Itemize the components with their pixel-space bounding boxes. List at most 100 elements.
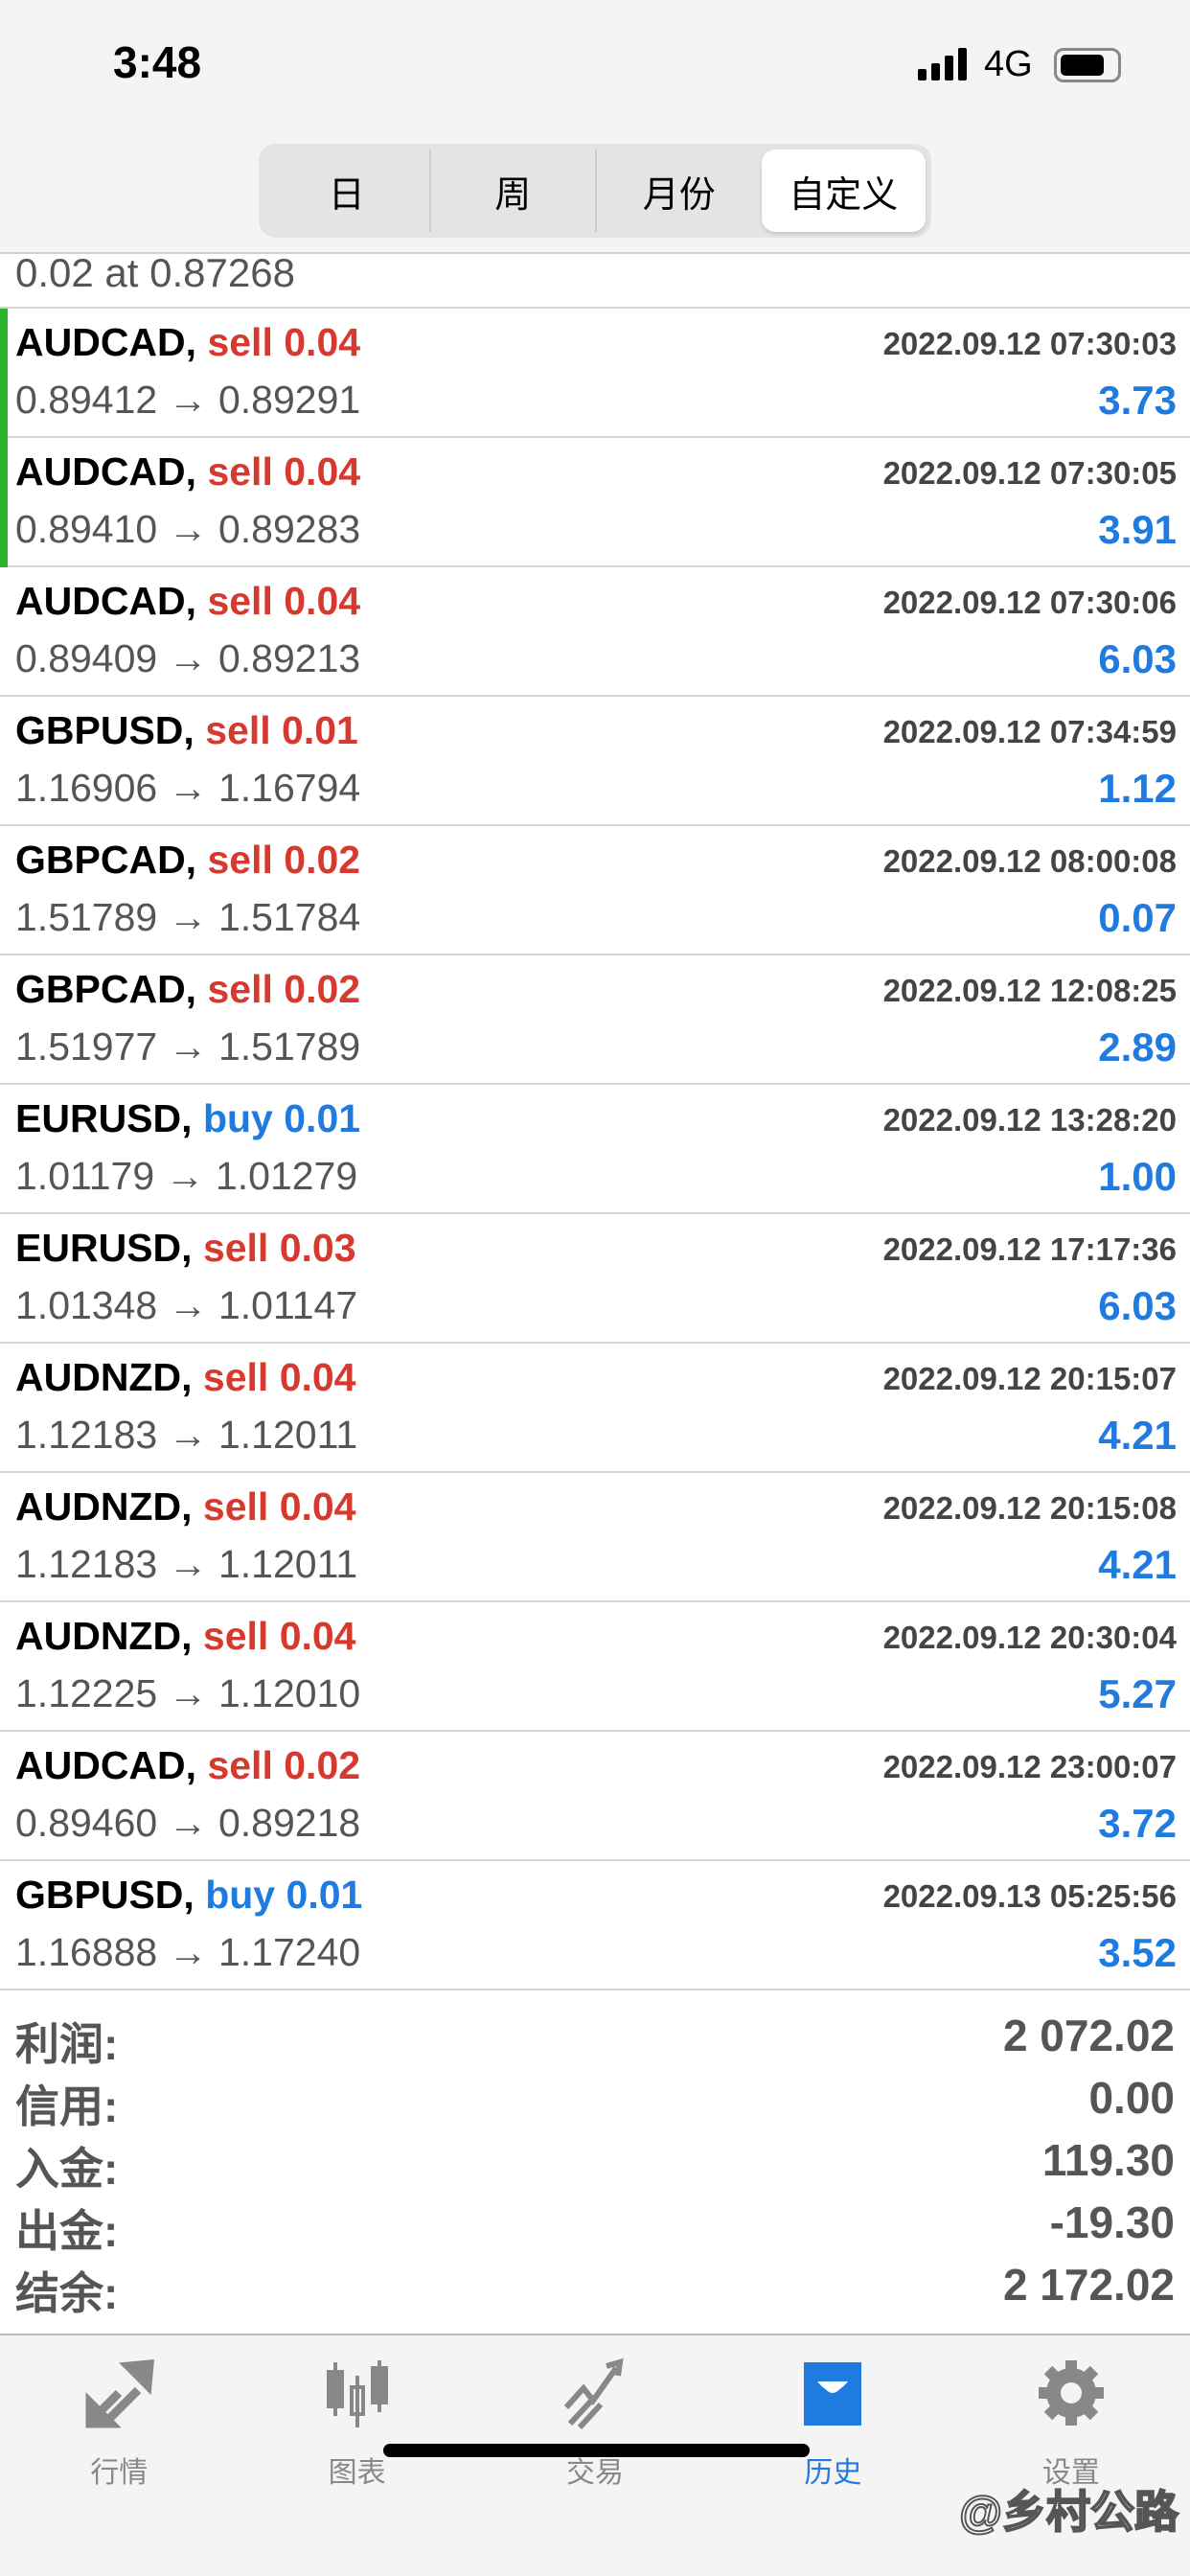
tab-label: 图表 — [328, 2457, 386, 2489]
deal-prices: 0.89409 → 0.89213 — [15, 636, 361, 680]
segment-week[interactable]: 周 — [431, 150, 597, 232]
deal-profit: 3.91 — [1098, 507, 1177, 552]
segment-custom[interactable]: 自定义 — [761, 150, 926, 232]
summary-row: 出金: -19.30 — [15, 2196, 1175, 2259]
summary-value: 0.00 — [1088, 2073, 1175, 2123]
deal-row[interactable]: AUDCAD, sell 0.02 2022.09.12 23:00:07 0.… — [0, 1732, 1190, 1861]
summary-row: 信用: 0.00 — [15, 2072, 1175, 2134]
trade-chart-icon — [563, 2358, 624, 2430]
summary-value: -19.30 — [1049, 2197, 1175, 2247]
deal-side: buy — [202, 1096, 273, 1140]
tab-inbox[interactable]: 历史 — [714, 2335, 951, 2576]
deal-volume: 0.04 — [284, 449, 361, 494]
deal-time: 2022.09.12 17:17:36 — [882, 1231, 1177, 1267]
partial-row: 0.02 at 0.87268 — [0, 253, 1190, 309]
tab-label: 历史 — [804, 2457, 862, 2489]
deal-symbol: GBPCAD, — [15, 838, 197, 882]
deal-row[interactable]: AUDNZD, sell 0.04 2022.09.12 20:15:08 1.… — [0, 1473, 1190, 1602]
deal-profit: 2.89 — [1098, 1024, 1177, 1070]
deal-time: 2022.09.12 23:00:07 — [882, 1749, 1177, 1784]
deal-time: 2022.09.12 07:30:05 — [882, 455, 1177, 491]
deal-prices: 0.89410 → 0.89283 — [15, 507, 361, 551]
tab-trade-chart[interactable]: 交易 — [476, 2335, 714, 2576]
deal-volume: 0.03 — [279, 1226, 356, 1270]
deal-volume: 0.02 — [284, 967, 361, 1011]
deal-time: 2022.09.12 20:30:04 — [882, 1620, 1177, 1655]
deal-title: GBPCAD, sell 0.02 — [15, 967, 360, 1012]
deal-row[interactable]: GBPCAD, sell 0.02 2022.09.12 12:08:25 1.… — [0, 955, 1190, 1085]
deal-prices: 1.16906 → 1.16794 — [15, 766, 361, 810]
deal-title: AUDNZD, sell 0.04 — [15, 1355, 356, 1400]
deal-volume: 0.01 — [286, 1873, 363, 1917]
summary-value: 119.30 — [1041, 2135, 1175, 2185]
deal-profit: 4.21 — [1098, 1542, 1177, 1587]
deal-side: buy — [205, 1873, 276, 1917]
deal-row[interactable]: GBPUSD, buy 0.01 2022.09.13 05:25:56 1.1… — [0, 1861, 1190, 1990]
deal-row[interactable]: GBPCAD, sell 0.02 2022.09.12 08:00:08 1.… — [0, 826, 1190, 955]
deal-profit: 1.12 — [1098, 766, 1177, 811]
deal-prices: 1.01348 → 1.01147 — [15, 1283, 358, 1327]
deal-side: sell — [202, 1355, 269, 1399]
deal-time: 2022.09.12 12:08:25 — [882, 973, 1177, 1008]
tab-candlestick[interactable]: 图表 — [238, 2335, 475, 2576]
deal-time: 2022.09.12 20:15:08 — [882, 1490, 1177, 1526]
tab-gear[interactable]: 设置 — [952, 2335, 1190, 2576]
segment-month[interactable]: 月份 — [642, 174, 716, 216]
deal-row[interactable]: GBPUSD, sell 0.01 2022.09.12 07:34:59 1.… — [0, 697, 1190, 826]
deal-volume: 0.04 — [279, 1355, 356, 1399]
deal-profit: 3.73 — [1098, 378, 1177, 423]
summary-value: 2 172.02 — [1002, 2260, 1175, 2310]
period-segmented-control: 日 周 月份 自定义 — [259, 144, 931, 238]
deal-side: sell — [207, 579, 273, 623]
deal-symbol: GBPCAD, — [15, 967, 197, 1011]
deal-row[interactable]: AUDCAD, sell 0.04 2022.09.12 07:30:05 0.… — [0, 438, 1190, 567]
network-type: 4G — [984, 44, 1033, 84]
summary-label: 入金: — [15, 2144, 119, 2194]
watermark: @乡村公路 — [958, 2486, 1179, 2538]
deal-symbol: GBPUSD, — [15, 708, 195, 752]
deal-side: sell — [202, 1226, 269, 1270]
deal-prices: 1.12183 → 1.12011 — [15, 1413, 358, 1457]
tab-quotes-arrows[interactable]: 行情 — [0, 2335, 238, 2576]
summary-label: 利润: — [15, 2019, 119, 2069]
deal-side: sell — [202, 1614, 269, 1658]
deal-profit: 5.27 — [1098, 1671, 1177, 1716]
deal-prices: 0.89460 → 0.89218 — [15, 1801, 361, 1845]
deal-title: GBPCAD, sell 0.02 — [15, 838, 360, 883]
deal-volume: 0.04 — [279, 1614, 356, 1658]
deal-row[interactable]: AUDCAD, sell 0.04 2022.09.12 07:30:06 0.… — [0, 567, 1190, 697]
deal-prices: 1.51977 → 1.51789 — [15, 1024, 361, 1069]
segment-day[interactable]: 日 — [264, 150, 431, 232]
deal-side: sell — [207, 449, 273, 494]
deal-row[interactable]: AUDNZD, sell 0.04 2022.09.12 20:30:04 1.… — [0, 1602, 1190, 1732]
deal-prices: 1.12225 → 1.12010 — [15, 1671, 361, 1715]
deal-side: sell — [202, 1484, 269, 1529]
deal-title: GBPUSD, buy 0.01 — [15, 1873, 362, 1918]
gear-icon — [1038, 2360, 1104, 2426]
deal-symbol: GBPUSD, — [15, 1873, 195, 1917]
deal-row[interactable]: EURUSD, buy 0.01 2022.09.12 13:28:20 1.0… — [0, 1085, 1190, 1214]
deal-volume: 0.04 — [284, 579, 361, 623]
deal-prices: 1.16888 → 1.17240 — [15, 1930, 361, 1974]
deal-row[interactable]: EURUSD, sell 0.03 2022.09.12 17:17:36 1.… — [0, 1214, 1190, 1344]
deal-title: GBPUSD, sell 0.01 — [15, 708, 358, 753]
deal-profit: 6.03 — [1098, 1283, 1177, 1328]
home-indicator — [383, 2444, 810, 2457]
summary-label: 信用: — [15, 2082, 119, 2131]
deal-symbol: EURUSD, — [15, 1096, 193, 1140]
header: 3:48 4G 日 周 月份 自定义 — [0, 0, 1190, 254]
deal-symbol: AUDCAD, — [15, 1743, 197, 1787]
deal-prices: 0.89412 → 0.89291 — [15, 378, 361, 422]
quotes-arrows-icon — [85, 2359, 155, 2428]
battery-icon — [1054, 48, 1121, 82]
deal-row[interactable]: AUDNZD, sell 0.04 2022.09.12 20:15:07 1.… — [0, 1344, 1190, 1473]
tab-label: 设置 — [1041, 2457, 1100, 2489]
tab-bar: 行情 图表 交易 历史 设置 — [0, 2335, 1190, 2576]
deal-side: sell — [207, 967, 273, 1011]
deal-row[interactable]: AUDCAD, sell 0.04 2022.09.12 07:30:03 0.… — [0, 309, 1190, 438]
deal-list: AUDCAD, sell 0.04 2022.09.12 07:30:03 0.… — [0, 309, 1190, 1990]
deal-side: sell — [205, 708, 271, 752]
status-time: 3:48 — [113, 37, 202, 87]
deal-symbol: AUDNZD, — [15, 1484, 193, 1529]
deal-prices: 1.01179 → 1.01279 — [15, 1154, 358, 1198]
